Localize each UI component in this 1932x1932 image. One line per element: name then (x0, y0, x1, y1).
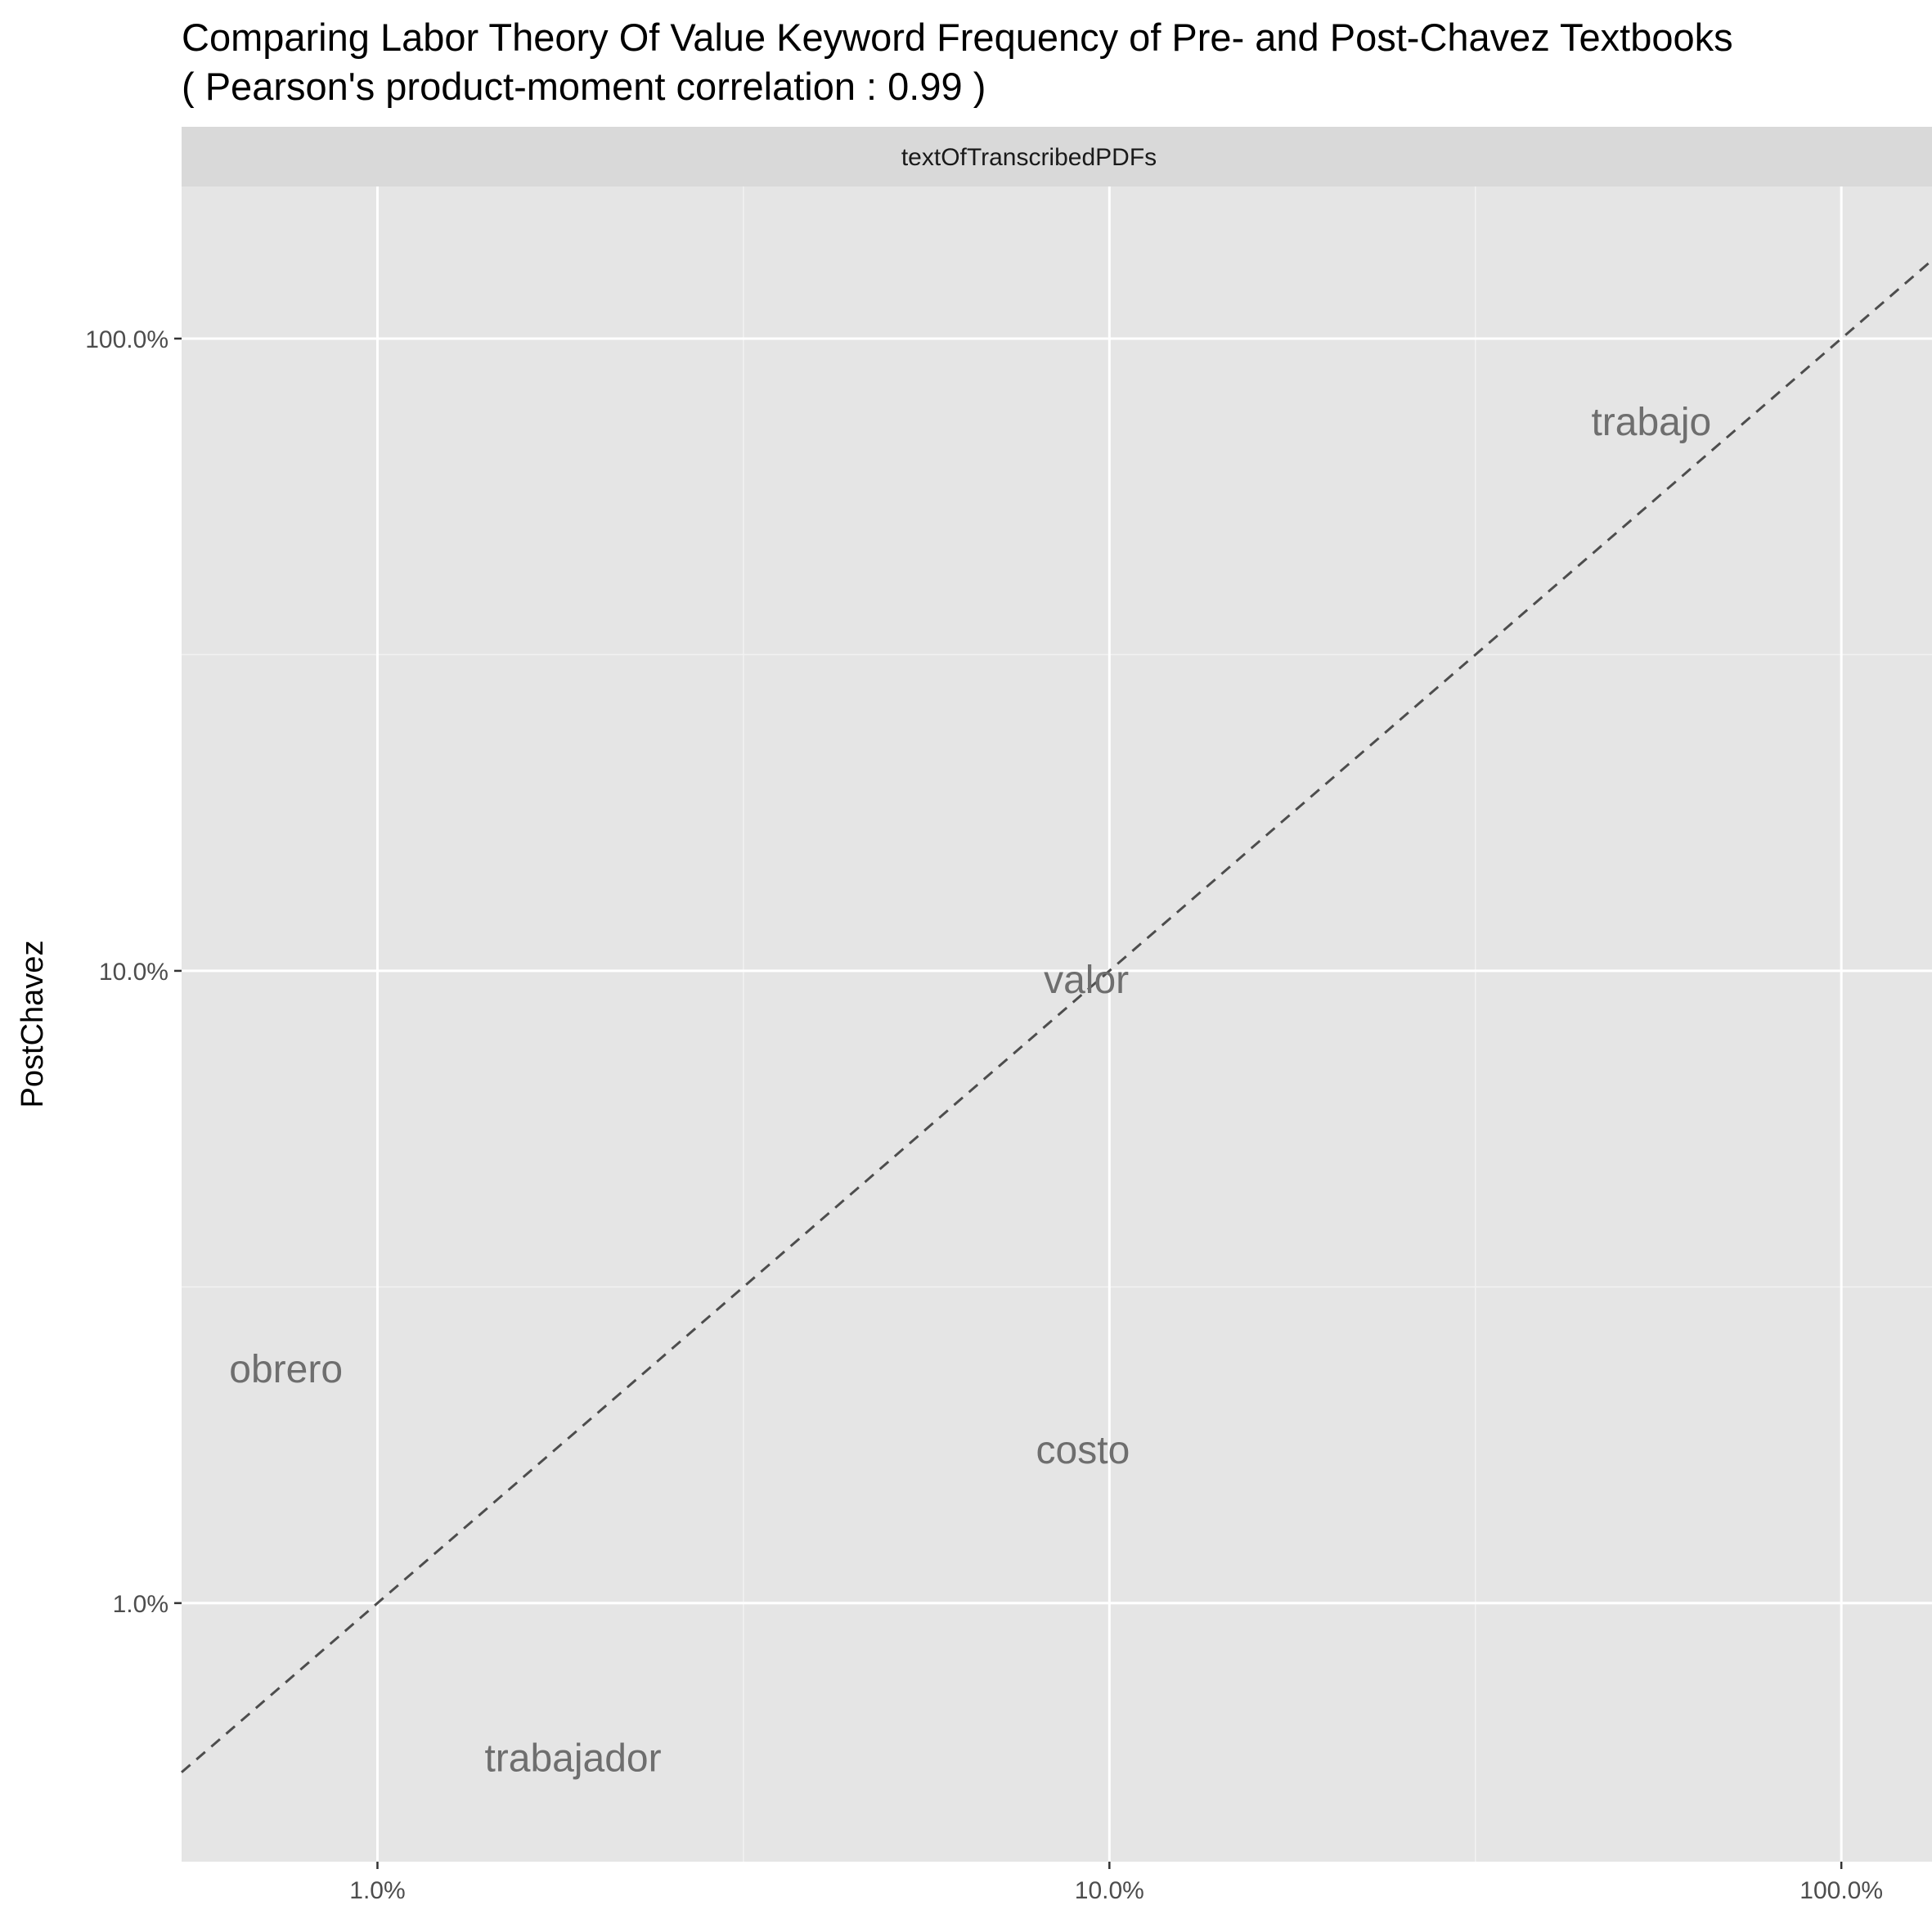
grid-minor (182, 186, 1932, 1862)
facet-strip (182, 127, 1932, 186)
y-tick-label: 1.0% (113, 1591, 168, 1618)
facet-label: textOfTranscribedPDFs (901, 144, 1157, 171)
y-axis-title: PostChavez (16, 941, 50, 1108)
y-axis: 1.0% 10.0% 100.0% (85, 326, 182, 1618)
y-tick-label: 100.0% (85, 326, 168, 353)
point-label-trabajo: trabajo (1591, 401, 1711, 444)
y-tick-label: 10.0% (99, 959, 168, 986)
chart-subtitle: ( Pearson's product-moment correlation :… (182, 65, 986, 108)
point-labels: trabajo valor obrero costo trabajador (229, 401, 1711, 1781)
grid-major (182, 186, 1932, 1862)
chart-title: Comparing Labor Theory Of Value Keyword … (182, 16, 1733, 59)
point-label-costo: costo (1036, 1429, 1130, 1472)
point-label-valor: valor (1044, 959, 1129, 1002)
x-tick-label: 100.0% (1799, 1877, 1883, 1904)
point-label-obrero: obrero (229, 1348, 343, 1391)
x-tick-label: 1.0% (349, 1877, 405, 1904)
reference-line-group (181, 259, 1932, 1773)
reference-line (181, 259, 1932, 1773)
point-label-trabajador: trabajador (484, 1737, 661, 1781)
plot-panel (182, 186, 1932, 1862)
x-axis: 1.0% 10.0% 100.0% (349, 1862, 1883, 1904)
x-tick-label: 10.0% (1075, 1877, 1144, 1904)
